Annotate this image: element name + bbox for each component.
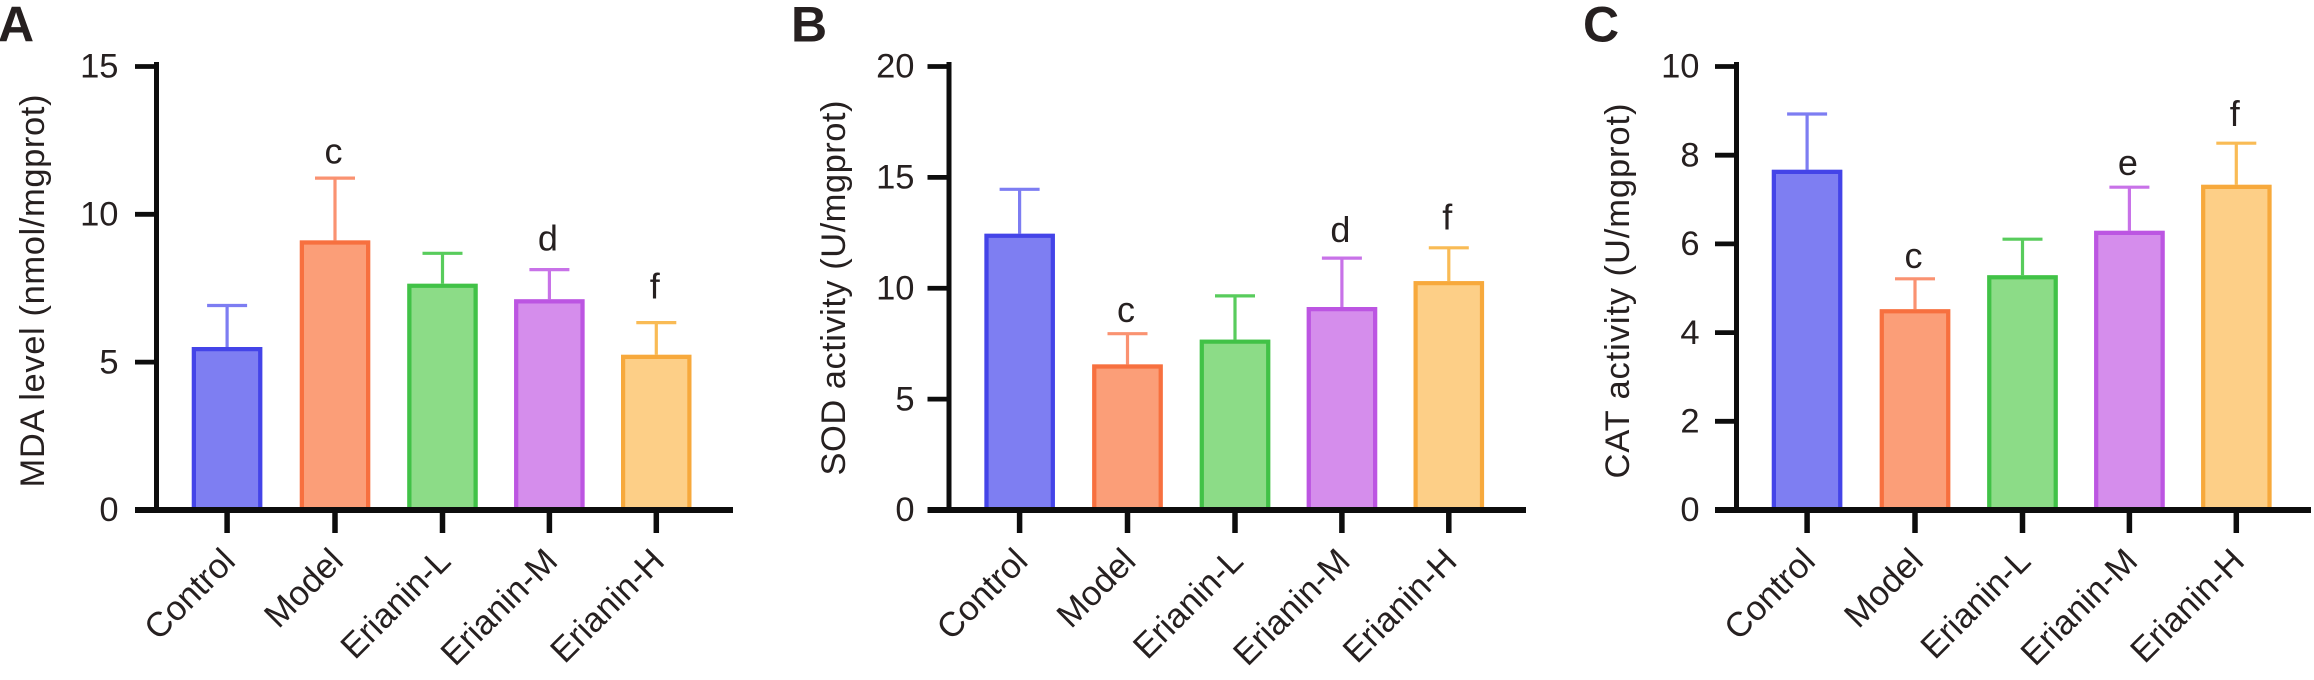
svg-text:15: 15 [80,48,118,86]
svg-text:C: C [1583,0,1619,52]
svg-text:c: c [1905,235,1923,276]
svg-text:2: 2 [1680,403,1699,441]
svg-text:10: 10 [876,269,914,307]
svg-text:0: 0 [1680,491,1699,529]
svg-text:f: f [1442,196,1453,237]
svg-text:0: 0 [895,491,914,529]
svg-text:0: 0 [99,491,118,529]
svg-text:8: 8 [1680,136,1699,174]
svg-text:B: B [791,0,827,52]
svg-text:f: f [650,266,661,307]
svg-text:6: 6 [1680,225,1699,263]
svg-text:e: e [2118,142,2138,183]
svg-text:f: f [2230,93,2241,134]
svg-text:c: c [325,130,343,171]
svg-text:5: 5 [99,343,118,381]
svg-text:20: 20 [876,48,914,86]
svg-text:MDA level (nmol/mgprot): MDA level (nmol/mgprot) [14,95,52,488]
svg-text:d: d [538,217,558,258]
svg-text:15: 15 [876,159,914,197]
svg-text:4: 4 [1680,314,1699,352]
svg-text:d: d [1330,209,1350,250]
svg-text:10: 10 [80,196,118,234]
svg-text:c: c [1117,289,1135,330]
svg-text:5: 5 [895,380,914,418]
svg-text:A: A [0,0,34,52]
svg-text:CAT activity (U/mgprot): CAT activity (U/mgprot) [1599,104,1637,479]
svg-text:SOD activity (U/mgprot): SOD activity (U/mgprot) [815,101,853,476]
svg-text:10: 10 [1661,48,1699,86]
